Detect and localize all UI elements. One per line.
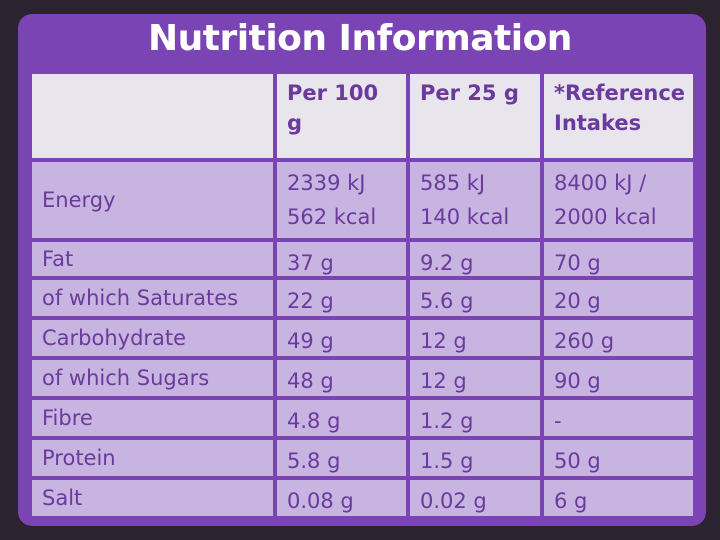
column-header: Per 100 g [277,74,406,158]
value-cell: 1.2 g [410,400,540,436]
value-text: 5.8 g [287,449,341,473]
value-text: 2339 kJ [287,171,366,195]
row-label-text: Fibre [42,406,93,430]
value-text: 50 g [554,449,601,473]
value-cell: 20 g [544,280,693,316]
value-cell: 12 g [410,360,540,396]
row-label-text: Protein [42,446,116,470]
value-text: 90 g [554,369,601,393]
value-cell: 9.2 g [410,242,540,276]
value-cell: 49 g [277,320,406,356]
value-text: 12 g [420,369,467,393]
value-text: 2000 kcal [554,205,657,229]
header-corner [32,74,273,158]
value-text: 260 g [554,329,615,353]
value-cell: 8400 kJ / 2000 kcal [544,162,693,238]
value-text: 8400 kJ / [554,171,647,195]
value-text: 70 g [554,251,601,275]
value-cell: 12 g [410,320,540,356]
value-text: 5.6 g [420,289,474,313]
value-text: 0.02 g [420,489,487,513]
value-cell: 5.6 g [410,280,540,316]
value-cell: 6 g [544,480,693,516]
value-cell: 22 g [277,280,406,316]
row-label-text: of which Sugars [42,366,210,390]
value-cell: 260 g [544,320,693,356]
column-header-text: Per 100 g [287,81,379,135]
row-label: Carbohydrate [32,320,273,356]
row-label: of which Sugars [32,360,273,396]
value-cell: 5.8 g [277,440,406,476]
value-text: 20 g [554,289,601,313]
value-text: 1.2 g [420,409,474,433]
row-label: of which Saturates [32,280,273,316]
row-label: Fibre [32,400,273,436]
column-header: *Reference Intakes [544,74,693,158]
value-cell: 50 g [544,440,693,476]
row-label: Protein [32,440,273,476]
value-cell: 2339 kJ 562 kcal [277,162,406,238]
row-label: Energy [32,162,273,238]
column-header-text: *Reference Intakes [554,81,686,135]
value-cell: 585 kJ 140 kcal [410,162,540,238]
value-cell: - [544,400,693,436]
value-cell: 70 g [544,242,693,276]
value-text: 1.5 g [420,449,474,473]
row-label-text: Energy [42,188,116,212]
column-header-text: Per 25 g [420,81,519,105]
value-text: 562 kcal [287,205,377,229]
row-label-text: Salt [42,486,83,510]
value-text: 9.2 g [420,251,474,275]
value-cell: 1.5 g [410,440,540,476]
row-label: Fat [32,242,273,276]
row-label-text: of which Saturates [42,286,239,310]
value-cell: 90 g [544,360,693,396]
value-cell: 4.8 g [277,400,406,436]
value-text: - [554,409,562,433]
row-label-text: Carbohydrate [42,326,187,350]
value-text: 22 g [287,289,334,313]
value-text: 48 g [287,369,334,393]
row-label-text: Fat [42,247,74,271]
value-cell: 37 g [277,242,406,276]
value-text: 37 g [287,251,334,275]
value-cell: 0.02 g [410,480,540,516]
value-text: 0.08 g [287,489,354,513]
title: Nutrition Information [148,18,572,59]
row-label: Salt [32,480,273,516]
value-text: 12 g [420,329,467,353]
value-cell: 48 g [277,360,406,396]
value-text: 6 g [554,489,588,513]
value-text: 140 kcal [420,205,510,229]
value-text: 49 g [287,329,334,353]
value-text: 585 kJ [420,171,486,195]
value-cell: 0.08 g [277,480,406,516]
value-text: 4.8 g [287,409,341,433]
column-header: Per 25 g [410,74,540,158]
